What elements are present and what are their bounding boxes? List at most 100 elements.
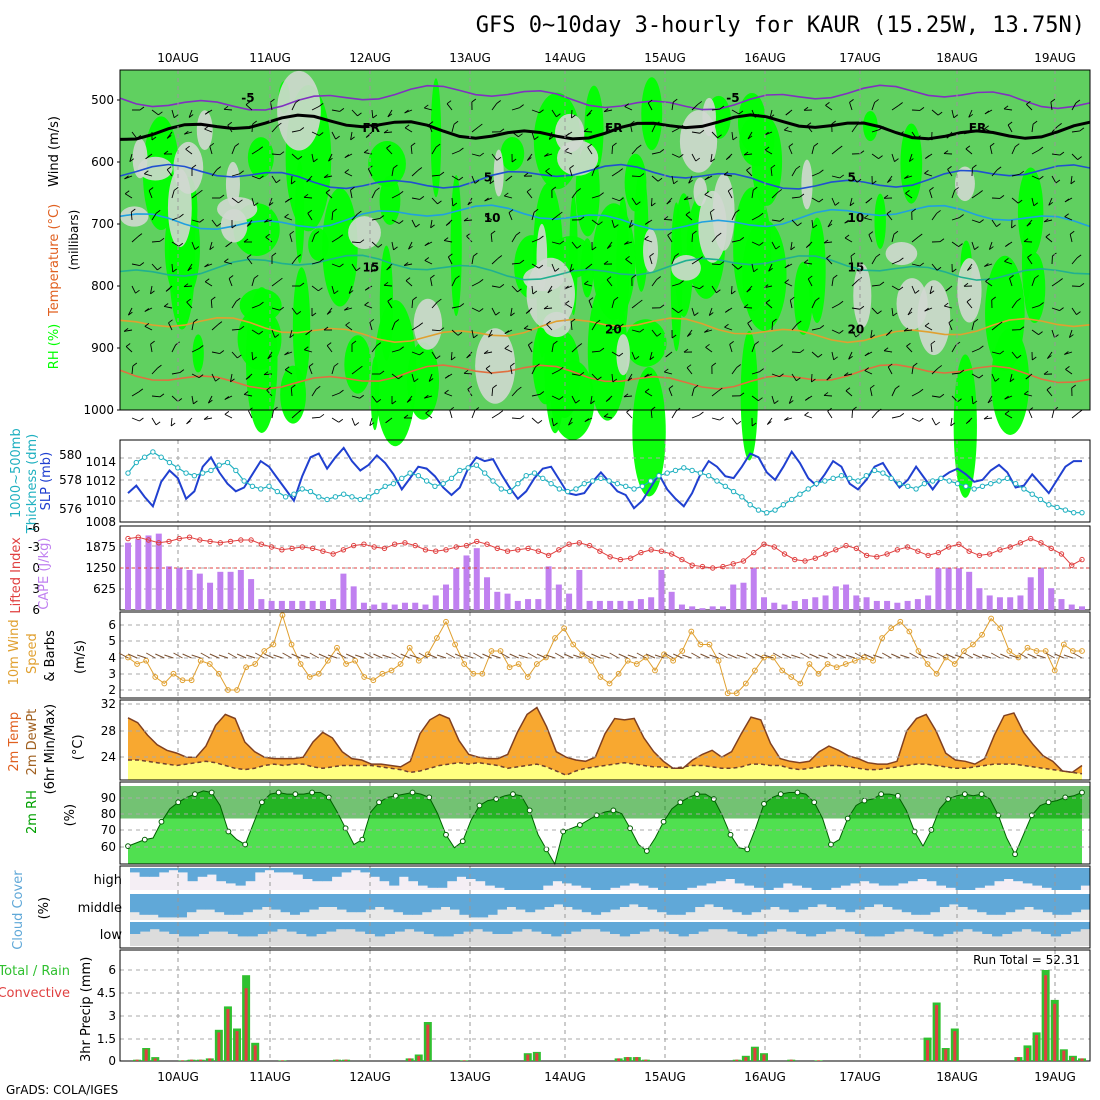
temp-ylabel-3: (6hr Min/Max) (43, 704, 58, 794)
wind-barb-flag (544, 152, 549, 157)
wind-barb (170, 417, 173, 427)
rh-patch (370, 356, 379, 431)
cloud-cell (751, 894, 762, 913)
rh2m-point (292, 791, 299, 798)
wind-barb (664, 371, 673, 375)
wind-barb (364, 152, 373, 155)
y-label-part: & Barbs (43, 630, 58, 682)
cloud-cell (994, 868, 1005, 882)
cloud-cell (648, 868, 659, 888)
cloud-cell (502, 922, 513, 934)
wind-barb (684, 197, 693, 201)
y-label-part: 2m DewPt (25, 709, 40, 776)
cloud-cell (1060, 922, 1071, 934)
date-label-top: 13AUG (449, 51, 491, 65)
wind10-point (461, 661, 468, 667)
rh-dry-patch (917, 280, 951, 356)
wind-barb (148, 190, 153, 199)
precip-tick: 0 (108, 1054, 116, 1068)
wind-barb (730, 285, 733, 295)
li-point (566, 541, 572, 547)
wind-barb (511, 234, 517, 243)
wind10-point (134, 661, 140, 667)
wind-barb-flag (965, 145, 971, 150)
wind-barb (811, 219, 814, 228)
wind-barb-flag (576, 188, 581, 192)
wind-barb (311, 388, 317, 397)
wind-barb (587, 147, 593, 155)
cloud-cell (276, 922, 288, 930)
wind-barb (591, 373, 598, 381)
wind-barb (251, 278, 255, 287)
wind10-point (424, 651, 431, 658)
wind-barb-flag (1046, 386, 1052, 391)
date-label-bottom: 13AUG (449, 1070, 491, 1084)
wind-barb-flag (484, 197, 489, 202)
wind-barb-flag (788, 143, 794, 147)
wind10-point (906, 628, 913, 635)
wind-barb (991, 324, 999, 331)
wind-barb-flag (204, 278, 210, 283)
li-point (781, 551, 788, 557)
thickness-point (224, 459, 231, 466)
wind-barb-flag (812, 224, 818, 229)
wind-barb-flag (823, 239, 829, 244)
wind-barb-flag (463, 369, 469, 374)
wind-barb (929, 190, 933, 199)
rh2m-point (392, 792, 399, 799)
wind-barb (908, 153, 913, 162)
wind-barb-flag (751, 422, 757, 427)
cloud-cell (667, 868, 678, 890)
wind-barb (971, 348, 980, 353)
wind-barb (590, 395, 593, 404)
wind-barb-flag (569, 268, 575, 273)
wind10-point (951, 661, 958, 667)
wind10-barb (364, 652, 374, 659)
cloud-cell (130, 922, 141, 934)
wind-barb (191, 192, 199, 199)
wind-barb-flag (719, 261, 725, 265)
wind-barb (1050, 102, 1053, 111)
li-point (730, 561, 736, 567)
cloud-cell (840, 868, 851, 886)
rh-dry-patch (348, 216, 381, 250)
thickness-point (896, 480, 903, 487)
wind-barb (171, 263, 174, 273)
temp-ylabel-2: 2m DewPt (25, 709, 40, 776)
wind-barb-flag (930, 340, 936, 345)
wind-barb (131, 417, 140, 422)
wind-barb-flag (258, 146, 264, 151)
rh-patch (793, 261, 813, 335)
thickness-point (191, 473, 198, 479)
cloud-cell (1014, 894, 1025, 910)
wind-barb-flag (957, 398, 962, 403)
convective-bar (253, 1045, 257, 1061)
wind-barb-flag (605, 123, 611, 128)
cloud-cell (551, 922, 562, 937)
wind-barb (604, 416, 613, 419)
wind-barb (771, 395, 775, 404)
wind-barb-flag (739, 236, 745, 241)
wind10-barb (137, 654, 147, 659)
thickness-point (125, 470, 131, 476)
thickness-point (548, 480, 554, 487)
thickness-point (506, 488, 513, 495)
wind-barb-flag (1079, 283, 1085, 287)
li-point (1058, 551, 1065, 557)
wind-barb-flag (306, 178, 311, 183)
wind-barb (383, 131, 393, 134)
cape-bar (822, 595, 829, 610)
wind-barb (551, 395, 560, 400)
wind-barb (971, 241, 975, 250)
wind-barb-flag (924, 307, 929, 312)
wind-barb-flag (237, 354, 242, 359)
wind-barb-flag (831, 120, 836, 125)
li-point (1079, 556, 1085, 563)
wind-barb-flag (326, 342, 332, 346)
wind-barb-flag (577, 343, 583, 347)
cloud-cell (715, 868, 726, 882)
wind-barb-flag (393, 246, 398, 251)
wind-barb (291, 130, 300, 133)
thickness-point (855, 478, 861, 484)
wind-barb-flag (935, 421, 941, 426)
